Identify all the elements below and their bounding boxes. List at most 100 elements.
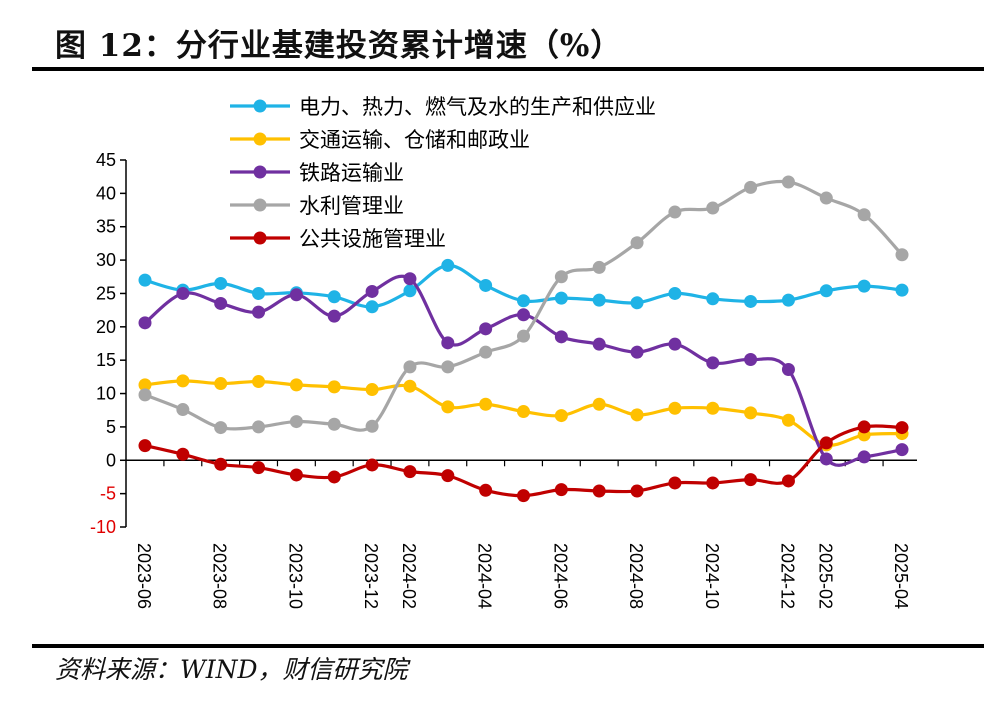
data-point bbox=[365, 419, 379, 433]
data-point bbox=[744, 473, 758, 487]
data-point bbox=[327, 380, 341, 394]
legend-label: 公共设施管理业 bbox=[299, 227, 446, 251]
y-tick-label: 10 bbox=[96, 384, 116, 404]
y-tick-label: 30 bbox=[96, 250, 116, 270]
data-point bbox=[214, 421, 228, 435]
data-point bbox=[630, 236, 644, 250]
data-point bbox=[706, 356, 720, 370]
data-point bbox=[252, 461, 266, 475]
data-point bbox=[252, 375, 266, 389]
data-point bbox=[819, 452, 833, 466]
data-point bbox=[214, 457, 228, 471]
data-point bbox=[441, 400, 455, 414]
data-point bbox=[668, 476, 682, 490]
data-point bbox=[706, 476, 720, 490]
data-point bbox=[744, 406, 758, 420]
data-point bbox=[668, 205, 682, 219]
data-point bbox=[517, 329, 530, 343]
data-point bbox=[289, 288, 303, 302]
data-point bbox=[706, 401, 720, 415]
data-point bbox=[554, 483, 568, 497]
data-point bbox=[554, 270, 568, 284]
legend-swatch-marker bbox=[253, 99, 267, 113]
data-point bbox=[365, 383, 379, 397]
x-tick-label: 2024-04 bbox=[475, 543, 495, 609]
data-point bbox=[441, 360, 455, 374]
data-point bbox=[781, 474, 795, 488]
data-point bbox=[289, 415, 303, 429]
data-point bbox=[744, 353, 758, 367]
data-point bbox=[327, 309, 341, 323]
data-point bbox=[819, 436, 833, 450]
legend-label: 水利管理业 bbox=[299, 194, 404, 218]
legend-swatch-marker bbox=[253, 165, 267, 179]
data-point bbox=[630, 345, 644, 359]
data-point bbox=[214, 377, 228, 391]
bottom-rule bbox=[32, 644, 984, 648]
x-tick-label: 2024-08 bbox=[626, 543, 646, 609]
x-tick-label: 2024-02 bbox=[399, 543, 419, 609]
data-point bbox=[554, 291, 568, 305]
data-point bbox=[781, 293, 795, 307]
y-tick-label: 5 bbox=[106, 417, 116, 437]
data-point bbox=[857, 450, 871, 464]
y-tick-label: 25 bbox=[96, 283, 116, 303]
data-point bbox=[138, 316, 152, 330]
data-point bbox=[403, 272, 417, 286]
top-rule bbox=[32, 67, 984, 71]
data-point bbox=[138, 439, 152, 453]
data-point bbox=[365, 300, 379, 314]
data-point bbox=[479, 322, 493, 336]
y-tick-label: 45 bbox=[96, 150, 116, 170]
data-point bbox=[252, 286, 266, 300]
data-point bbox=[479, 278, 493, 292]
x-tick-label: 2023-12 bbox=[361, 543, 381, 609]
data-point bbox=[592, 484, 606, 498]
plot-area: 45 40 35 30 25 20 15 10 5 0 -5 -10 2023-06 2023-08 202… bbox=[90, 95, 917, 609]
legend-label: 交通运输、仓储和邮政业 bbox=[299, 128, 530, 152]
data-point bbox=[479, 397, 493, 411]
y-tick-label: -5 bbox=[100, 484, 116, 504]
data-point bbox=[819, 284, 833, 298]
data-point bbox=[668, 286, 682, 300]
data-point bbox=[630, 408, 644, 422]
data-point bbox=[138, 273, 152, 287]
data-point bbox=[517, 489, 530, 503]
data-point bbox=[289, 468, 303, 482]
data-point bbox=[668, 401, 682, 415]
data-point bbox=[517, 405, 530, 419]
data-point bbox=[630, 484, 644, 498]
data-point bbox=[441, 336, 455, 350]
x-tick-label: 2023-10 bbox=[285, 543, 305, 609]
data-point bbox=[895, 283, 909, 297]
legend-swatch-marker bbox=[253, 132, 267, 146]
data-point bbox=[138, 388, 152, 402]
data-point bbox=[403, 379, 417, 393]
data-point bbox=[327, 290, 341, 304]
line-chart: 45 40 35 30 25 20 15 10 5 0 -5 -10 2023-06 2023-08 202… bbox=[90, 95, 917, 609]
x-tick-label: 2024-10 bbox=[702, 543, 722, 609]
y-tick-label: 0 bbox=[106, 450, 116, 470]
data-point bbox=[403, 465, 417, 479]
data-point bbox=[895, 421, 909, 435]
y-tick-label: 15 bbox=[96, 350, 116, 370]
data-point bbox=[895, 248, 909, 262]
data-point bbox=[857, 208, 871, 222]
data-point bbox=[895, 443, 909, 457]
x-tick-label: 2023-08 bbox=[210, 543, 230, 609]
data-point bbox=[327, 470, 341, 484]
figure-title: 图 12：分行业基建投资累计增速（%） bbox=[55, 28, 623, 64]
data-point bbox=[289, 378, 303, 392]
data-point bbox=[214, 296, 228, 310]
source-note: 资料来源：WIND，财信研究院 bbox=[55, 655, 408, 684]
data-point bbox=[138, 378, 152, 392]
data-point bbox=[176, 447, 190, 461]
data-point bbox=[365, 458, 379, 472]
data-point bbox=[479, 345, 493, 359]
legend-swatch-marker bbox=[253, 231, 267, 245]
data-point bbox=[744, 294, 758, 308]
data-point bbox=[441, 258, 455, 272]
legend-label: 铁路运输业 bbox=[299, 161, 404, 185]
data-point bbox=[441, 469, 455, 483]
data-point bbox=[857, 279, 871, 293]
